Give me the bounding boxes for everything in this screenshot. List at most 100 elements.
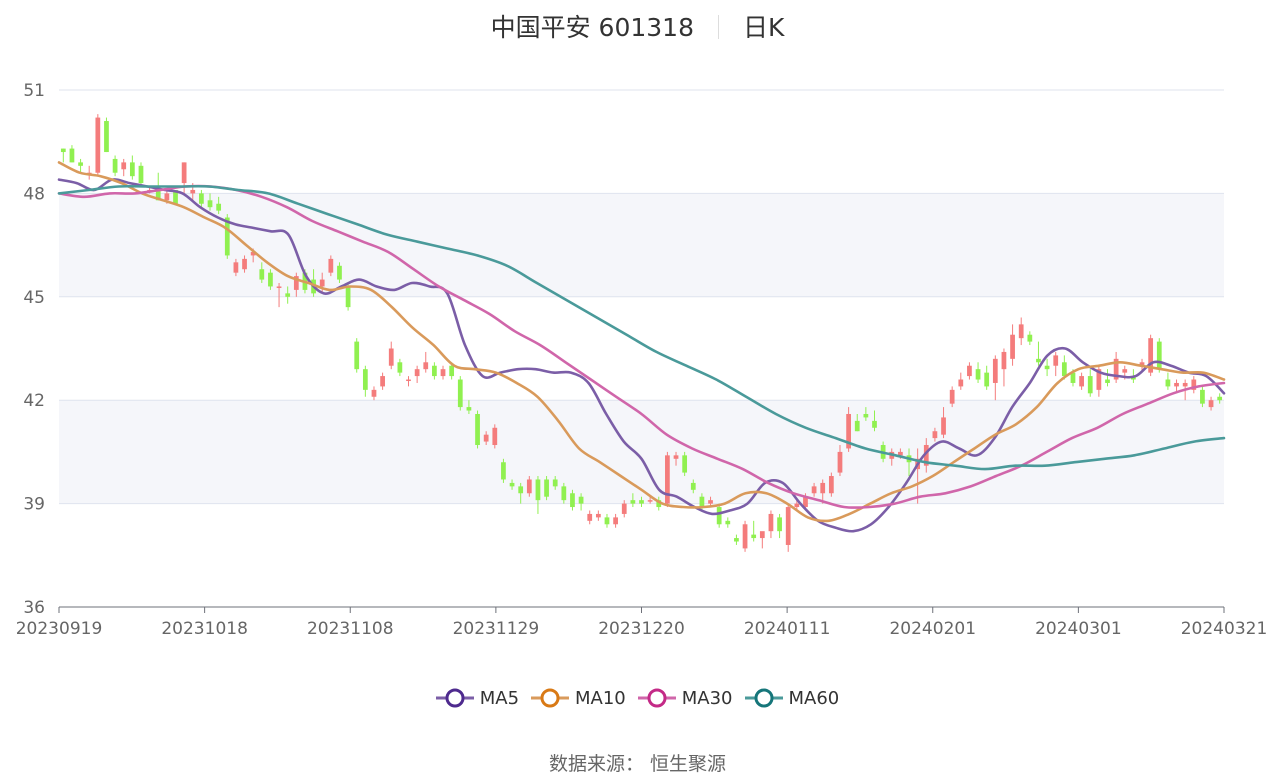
candle-body	[768, 513, 774, 532]
ma-line-ma60	[57, 184, 1226, 471]
candle-body	[121, 162, 127, 170]
candle-body	[1087, 376, 1093, 394]
candle-body	[509, 482, 515, 487]
candle-body	[1148, 338, 1154, 373]
candle-body	[828, 476, 834, 494]
candle-body	[898, 451, 903, 456]
chart-legend: MA5 MA10 MA30 MA60	[0, 687, 1275, 713]
candle-body	[501, 462, 506, 480]
candle-body	[155, 186, 161, 201]
x-tick-label: 20231129	[453, 619, 540, 639]
candle-body	[1122, 369, 1128, 373]
candle-body	[328, 258, 334, 273]
y-tick-label: 36	[23, 598, 45, 618]
candle-body	[1061, 362, 1067, 377]
candle-body	[259, 269, 265, 280]
candle-body	[423, 362, 429, 370]
candle-body	[1096, 369, 1102, 390]
legend-label: MA30	[681, 687, 733, 709]
candle-body	[138, 165, 144, 184]
candle-body	[708, 500, 713, 504]
candle-body	[354, 341, 360, 370]
legend-marker-icon	[637, 688, 676, 708]
candle-body	[690, 482, 696, 490]
legend-item-ma60[interactable]: MA60	[744, 687, 839, 709]
candle-body	[449, 365, 455, 377]
candle-body	[233, 262, 239, 273]
candle-body	[794, 503, 800, 508]
candle-body	[457, 379, 463, 408]
candle-body	[716, 507, 722, 525]
candle-body	[1217, 396, 1223, 401]
candle-body	[673, 455, 679, 459]
candle-body	[967, 365, 972, 377]
candle-body	[958, 379, 964, 387]
candle-body	[578, 496, 584, 504]
candle-body	[1139, 362, 1145, 366]
chart-title-stock: 中国平安 601318	[490, 13, 694, 42]
candle-body	[69, 148, 75, 163]
candle-body	[639, 500, 644, 504]
data-source: 数据来源： 恒生聚源	[548, 753, 727, 775]
candle-body	[1018, 324, 1024, 339]
candle-body	[181, 162, 187, 184]
candle-body	[820, 482, 826, 494]
candle-body	[60, 148, 66, 153]
title-separator	[717, 15, 719, 39]
candle-body	[621, 503, 627, 514]
candle-body	[535, 479, 541, 501]
candle-body	[863, 413, 869, 418]
x-tick-label: 20231108	[307, 619, 394, 639]
y-tick-label: 45	[23, 288, 45, 308]
candle-body	[725, 520, 731, 525]
x-tick-label: 20240201	[889, 619, 976, 639]
legend-item-ma10[interactable]: MA10	[531, 687, 626, 709]
candle-body	[1174, 382, 1179, 387]
candle-body	[518, 486, 524, 494]
legend-marker-icon	[531, 688, 570, 708]
candle-body	[1010, 334, 1015, 359]
candle-body	[811, 486, 817, 494]
legend-label: MA5	[479, 687, 520, 709]
candle-body	[587, 513, 593, 521]
candle-body	[630, 500, 636, 504]
candle-body	[492, 427, 498, 446]
candle-body	[104, 121, 109, 153]
candle-body	[173, 189, 178, 204]
legend-item-ma30[interactable]: MA30	[637, 687, 733, 709]
candle-body	[699, 496, 705, 508]
x-tick-label: 20240321	[1181, 619, 1268, 639]
candle-body	[483, 434, 489, 442]
candle-body	[1191, 379, 1197, 390]
candle-body	[371, 389, 377, 397]
candle-body	[242, 258, 247, 270]
candle-body	[751, 534, 757, 539]
plot-band	[59, 503, 1224, 607]
candle-body	[613, 517, 618, 525]
candle-body	[984, 372, 990, 387]
candle-body	[406, 379, 411, 382]
candle-body	[466, 407, 472, 411]
candle-body	[1044, 365, 1050, 370]
plot-band	[59, 296, 1224, 401]
chart-title-period: 日K	[742, 13, 785, 42]
x-tick-label: 20230919	[16, 619, 103, 639]
candle-body	[932, 431, 938, 439]
x-tick-label: 20240111	[744, 619, 831, 639]
candle-body	[414, 369, 420, 377]
chart-title: 中国平安 601318 日K	[0, 8, 1275, 44]
candle-body	[803, 496, 808, 508]
candle-body	[397, 362, 403, 373]
candle-body	[1001, 351, 1007, 370]
candle-body	[1027, 334, 1033, 342]
candle-body	[1105, 379, 1110, 383]
candle-body	[647, 500, 653, 502]
candle-body	[475, 413, 480, 446]
candle-body	[380, 376, 385, 387]
candle-body	[268, 272, 273, 287]
candle-body	[777, 517, 782, 532]
plot-band	[59, 193, 1224, 297]
legend-item-ma5[interactable]: MA5	[435, 687, 520, 709]
candle-body	[665, 455, 670, 504]
candle-body	[190, 189, 196, 194]
